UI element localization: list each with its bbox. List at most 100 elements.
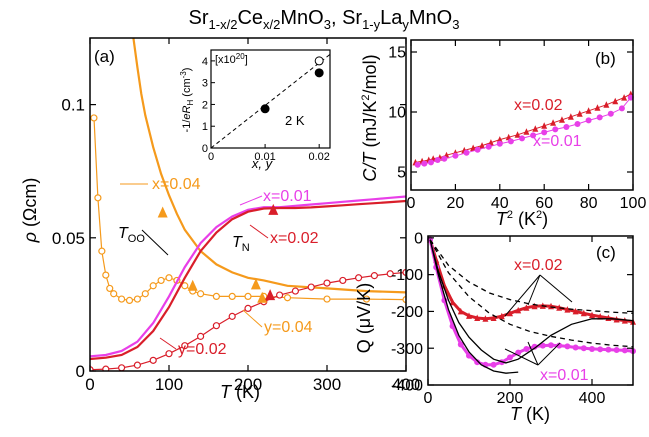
panel-c-ytick-label: -100	[391, 267, 423, 284]
inset-fit-line	[210, 54, 331, 149]
label-x004: x=0.04	[152, 176, 201, 193]
pointer-x001-2	[527, 341, 539, 366]
series-b-x002-point	[585, 107, 592, 114]
label-x001-a: x=0.01	[263, 188, 312, 205]
series-x001-line	[90, 195, 406, 358]
pointer-x002-2	[527, 274, 541, 306]
series-c-x001-point	[523, 345, 530, 352]
panel-b-ticks: 0 20 40 60 80 100 5 10 15	[388, 40, 646, 212]
series-b-x002-point	[603, 101, 610, 108]
series-c-x002-point	[457, 307, 464, 315]
series-c-x002-point	[580, 309, 587, 317]
panel-a-xlabel: T (K)	[220, 382, 260, 402]
series-b-x002-point	[479, 142, 486, 149]
series-c-x001-point	[556, 342, 563, 349]
inset-point	[314, 68, 324, 78]
series-c-x002-point	[597, 313, 604, 320]
pointer-x001-3	[537, 342, 561, 366]
inset-point	[260, 104, 270, 114]
inset-xtick-label: 0.02	[308, 151, 329, 163]
series-b-x002-point	[558, 116, 565, 123]
series-y004-point	[212, 292, 220, 301]
series-c-x002-point	[482, 315, 489, 322]
series-b-x001-point	[552, 126, 559, 133]
panel-a-xtick-label: 300	[313, 375, 341, 394]
series-b-x001-point	[530, 132, 537, 139]
series-b-x001-point	[485, 143, 492, 150]
series-y002-point	[276, 291, 284, 299]
series-y002-point	[386, 270, 394, 278]
panel-a-series	[90, 38, 406, 371]
series-b-x001-point	[434, 157, 441, 163]
panel-a-xtick-label: 0	[85, 375, 94, 394]
series-y002-point	[102, 365, 110, 371]
series-y004-point	[110, 290, 118, 298]
panel-c-ytick-label: -300	[391, 341, 423, 358]
series-y004-point	[117, 295, 126, 303]
series-c-x001-point	[572, 344, 579, 351]
series-c-x001-point	[490, 361, 497, 368]
series-c-fitdashedupper	[429, 239, 634, 314]
series-y004-point	[362, 295, 371, 303]
panel-a-inset: 0 0.01 0.02 0 1 2 3 4 [x1020] 2 K x, y -1/eRH (…	[179, 49, 331, 171]
series-y004-point	[165, 274, 173, 282]
inset-xlabel: x, y	[251, 156, 274, 171]
panel-c-ytick-label: -200	[391, 304, 423, 321]
panel-b-series	[412, 90, 634, 168]
series-y004-point	[133, 295, 141, 303]
transition-marker	[257, 291, 268, 303]
panel-a-label: (a)	[94, 47, 115, 66]
series-c-x002-point	[531, 302, 538, 310]
series-y004-point	[228, 292, 236, 301]
series-y002-point	[355, 274, 363, 282]
series-y002-point	[291, 287, 299, 295]
series-c-x002-point	[498, 312, 505, 320]
panel-b-label: (b)	[595, 49, 616, 68]
panel-b-xtick-label: 60	[535, 195, 553, 212]
leader-x001	[239, 195, 263, 206]
label-x001-b: x=0.01	[533, 133, 582, 150]
series-y002-point	[197, 332, 205, 340]
series-y004-point	[323, 295, 331, 303]
series-c-x002-point	[474, 314, 481, 322]
series-y004-point	[157, 276, 165, 285]
series-y004-point	[98, 247, 106, 255]
panel-c-xtick-label: 0	[424, 390, 433, 407]
series-b-x001-point	[596, 114, 603, 121]
series-c-x001-point	[539, 342, 546, 349]
series-b-x001-point	[496, 140, 503, 147]
series-b-x002-point	[514, 131, 521, 138]
series-b-x002-point	[523, 128, 530, 135]
label-x001-c: x=0.01	[540, 367, 589, 384]
inset-temp-label: 2 K	[285, 113, 305, 128]
leader-x002	[249, 224, 269, 239]
series-y004-point	[125, 296, 134, 305]
series-y002-point	[133, 361, 141, 369]
series-c-x001-point	[548, 342, 554, 349]
panel-a-ytick-label: 0	[76, 362, 85, 381]
series-c-x001-point	[605, 346, 612, 353]
series-y004-point	[90, 114, 98, 122]
series-c-fitsolidlower	[429, 239, 519, 374]
series-x004-line	[132, 38, 406, 294]
transition-marker	[265, 289, 276, 301]
panel-b-xtick-label: 20	[447, 195, 465, 212]
panel-b-ytick-label: 5	[397, 165, 406, 182]
panel-c-xtick-label: 400	[579, 390, 606, 407]
label-x002-a: x=0.02	[270, 230, 319, 247]
series-b-x001-point	[563, 124, 570, 130]
inset-ytick-label: 4	[202, 56, 208, 68]
series-y002-point	[339, 276, 347, 285]
label-x002-c: x=0.02	[514, 257, 563, 274]
series-c-x002-point	[589, 311, 595, 319]
series-y004-point	[102, 271, 110, 279]
panel-b-xtick-label: 80	[580, 195, 598, 212]
panel-b-frame	[410, 39, 634, 191]
panel-b-xtick-label: 40	[491, 195, 509, 212]
panel-a-markers	[157, 203, 279, 303]
series-b-x002-point	[594, 104, 601, 111]
panel-c-frame	[427, 235, 634, 386]
